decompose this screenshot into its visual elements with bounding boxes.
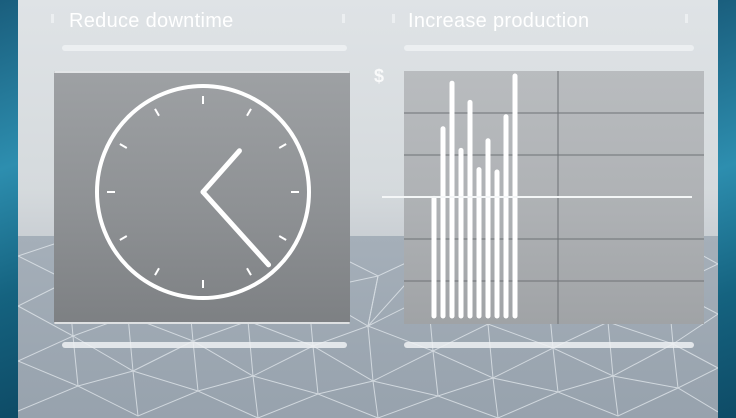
chart-svg bbox=[404, 71, 704, 324]
left-bottom-bar bbox=[62, 342, 347, 348]
clock-tick bbox=[246, 108, 252, 117]
clock-tick bbox=[278, 235, 287, 241]
clock-hour-hand bbox=[200, 148, 242, 195]
clock-tick bbox=[154, 108, 160, 117]
right-top-bar bbox=[404, 45, 694, 51]
clock-icon bbox=[95, 84, 311, 300]
right-panel-title: Increase production bbox=[408, 10, 590, 32]
frame-corner-tick bbox=[51, 14, 54, 23]
clock-panel bbox=[54, 71, 350, 324]
dollar-icon: $ bbox=[374, 66, 385, 86]
clock-tick bbox=[119, 143, 128, 149]
clock-tick bbox=[278, 143, 287, 149]
left-top-bar bbox=[62, 45, 347, 51]
frame-corner-tick bbox=[342, 14, 345, 23]
scene: Reduce downtime Increase production $ bbox=[18, 0, 718, 418]
frame-corner-tick bbox=[392, 14, 395, 23]
clock-bottom-line bbox=[54, 322, 350, 324]
chart-baseline-line bbox=[382, 196, 692, 198]
clock-tick bbox=[119, 235, 128, 241]
background-left-edge bbox=[0, 0, 18, 418]
left-panel-title: Reduce downtime bbox=[69, 10, 234, 32]
clock-minute-hand bbox=[200, 189, 272, 268]
clock-tick bbox=[154, 267, 160, 276]
frame-corner-tick bbox=[685, 14, 688, 23]
clock-top-line bbox=[54, 71, 350, 73]
clock-tick bbox=[246, 267, 252, 276]
right-bottom-bar bbox=[404, 342, 694, 348]
background-right-edge bbox=[718, 0, 736, 418]
